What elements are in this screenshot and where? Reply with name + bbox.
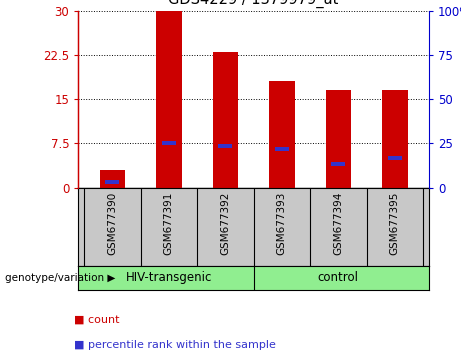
Text: GSM677392: GSM677392 — [220, 192, 230, 255]
Bar — [156, 11, 182, 188]
Bar — [269, 81, 295, 188]
Text: ■ count: ■ count — [74, 315, 119, 325]
Bar — [219, 144, 232, 148]
Bar — [382, 90, 408, 188]
Bar — [213, 52, 238, 188]
Bar — [100, 170, 125, 188]
Bar — [331, 162, 345, 166]
Title: GDS4229 / 1379979_at: GDS4229 / 1379979_at — [168, 0, 339, 8]
Text: genotype/variation ▶: genotype/variation ▶ — [5, 273, 115, 283]
Text: GSM677394: GSM677394 — [333, 192, 343, 255]
Bar — [162, 141, 176, 145]
Text: GSM677395: GSM677395 — [390, 192, 400, 255]
Bar — [105, 180, 119, 184]
Bar — [275, 147, 289, 152]
Text: control: control — [318, 272, 359, 284]
Text: HIV-transgenic: HIV-transgenic — [125, 272, 212, 284]
Bar — [388, 156, 402, 160]
Text: GSM677390: GSM677390 — [107, 192, 117, 255]
Text: GSM677393: GSM677393 — [277, 192, 287, 255]
Bar — [325, 90, 351, 188]
Text: ■ percentile rank within the sample: ■ percentile rank within the sample — [74, 340, 276, 350]
Text: GSM677391: GSM677391 — [164, 192, 174, 255]
